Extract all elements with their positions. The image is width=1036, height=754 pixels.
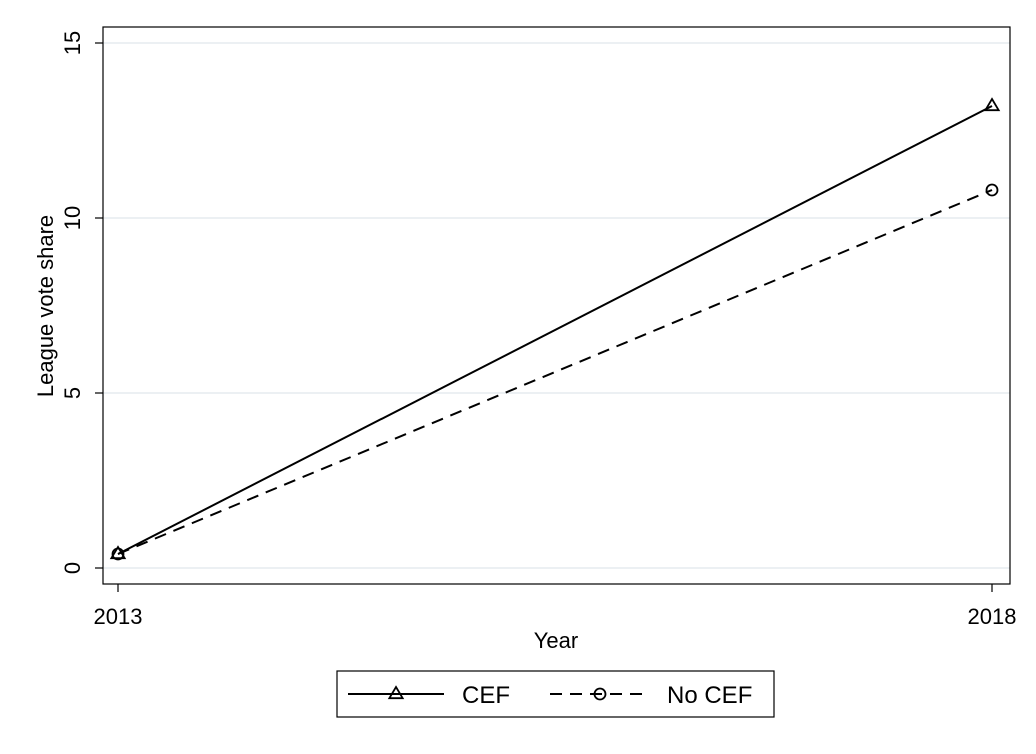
plot-frame [102,26,1011,585]
legend: CEF No CEF [336,670,775,718]
series-line-cef [117,105,993,555]
legend-triangle-marker-icon [387,685,405,700]
y-axis-title: League vote share [33,215,58,397]
x-axis: 2013 2018 [94,584,1017,629]
x-axis-title: Year [534,628,578,653]
legend-label-cef: CEF [462,682,510,709]
y-axis: 0 5 10 15 [60,31,103,574]
y-tick-label: 10 [60,206,85,230]
series-layer [109,97,1001,561]
x-tick-label: 2018 [968,604,1017,629]
y-tick-label: 0 [60,562,85,574]
data-point-no-cef [985,183,999,197]
y-tick-label: 15 [60,31,85,55]
data-point-no-cef [111,547,125,561]
legend-circle-marker-icon [593,687,607,701]
x-tick-label: 2013 [94,604,143,629]
series-line-no-cef [117,189,993,555]
data-point-cef [983,97,1001,112]
gridlines [103,42,1010,569]
legend-label-no-cef: No CEF [667,682,752,709]
y-tick-label: 5 [60,387,85,399]
